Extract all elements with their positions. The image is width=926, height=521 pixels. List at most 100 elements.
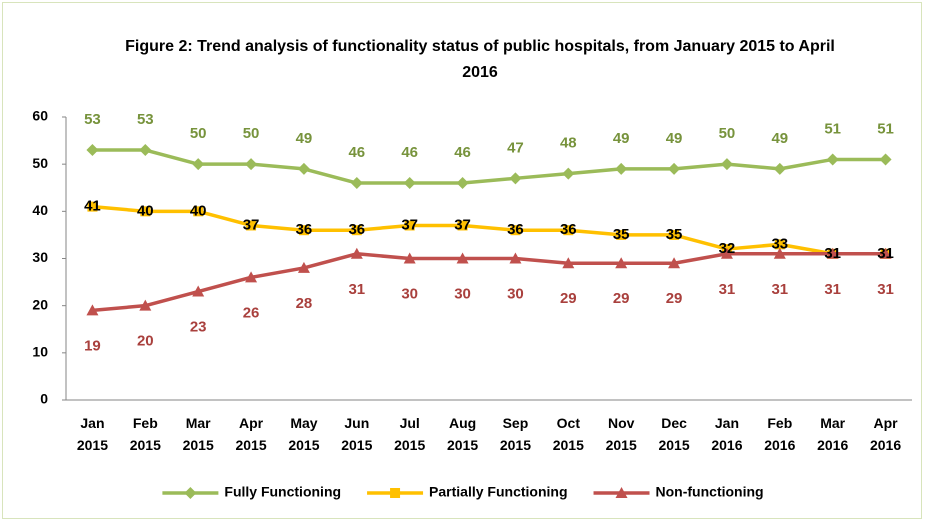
data-label: 31 bbox=[719, 281, 736, 298]
marker bbox=[87, 201, 98, 212]
x-tick-label: Jun 2015 bbox=[341, 415, 373, 453]
data-label: 46 bbox=[401, 144, 418, 161]
marker bbox=[720, 247, 733, 259]
legend-item: Fully Functioning bbox=[162, 484, 341, 500]
marker bbox=[456, 252, 469, 264]
marker bbox=[298, 225, 309, 236]
marker bbox=[403, 177, 416, 190]
marker bbox=[668, 257, 681, 269]
marker bbox=[140, 206, 151, 217]
legend-label: Partially Functioning bbox=[429, 484, 567, 500]
data-label: 50 bbox=[243, 125, 260, 142]
y-tick-label: 20 bbox=[32, 296, 48, 312]
data-label: 37 bbox=[401, 216, 418, 233]
x-tick-label: Aug 2015 bbox=[446, 415, 479, 453]
data-label: 31 bbox=[877, 245, 894, 262]
marker bbox=[879, 247, 892, 259]
marker bbox=[403, 252, 416, 264]
legend-label: Fully Functioning bbox=[224, 484, 341, 500]
marker bbox=[773, 162, 786, 175]
data-label: 37 bbox=[243, 216, 260, 233]
data-label: 32 bbox=[719, 240, 736, 257]
marker bbox=[879, 153, 892, 166]
series-line bbox=[92, 252, 886, 313]
data-label: 29 bbox=[560, 290, 577, 307]
data-label: 30 bbox=[401, 285, 418, 302]
data-label: 51 bbox=[824, 120, 841, 137]
data-label: 36 bbox=[348, 221, 365, 238]
data-label: 31 bbox=[348, 281, 365, 298]
marker bbox=[615, 257, 628, 269]
marker bbox=[562, 167, 575, 180]
y-tick-label: 40 bbox=[32, 202, 48, 218]
marker bbox=[350, 177, 363, 190]
marker bbox=[509, 252, 522, 264]
marker bbox=[720, 158, 733, 171]
marker bbox=[245, 271, 258, 283]
data-label: 53 bbox=[137, 111, 154, 128]
data-label: 46 bbox=[348, 144, 365, 161]
x-tick-label: Jan 2016 bbox=[711, 415, 743, 453]
x-tick-label: Apr 2016 bbox=[869, 415, 902, 453]
data-label: 23 bbox=[190, 318, 207, 335]
x-tick-label: Oct 2015 bbox=[552, 415, 584, 453]
data-label: 31 bbox=[771, 281, 788, 298]
data-label: 50 bbox=[719, 125, 736, 142]
marker bbox=[139, 299, 152, 311]
marker bbox=[563, 225, 574, 236]
marker bbox=[509, 172, 522, 185]
chart-title: Figure 2: Trend analysis of functionalit… bbox=[125, 38, 835, 81]
data-label: 50 bbox=[190, 125, 207, 142]
data-label: 53 bbox=[84, 111, 101, 128]
data-label: 29 bbox=[666, 290, 683, 307]
data-label: 20 bbox=[137, 333, 154, 350]
marker bbox=[456, 177, 469, 190]
data-label: 36 bbox=[507, 221, 524, 238]
data-label: 28 bbox=[296, 295, 313, 312]
y-tick-label: 10 bbox=[32, 344, 48, 360]
x-tick-label: Feb 2016 bbox=[764, 415, 796, 453]
data-label: 29 bbox=[613, 290, 630, 307]
y-tick-label: 0 bbox=[40, 391, 48, 407]
data-label: 49 bbox=[666, 130, 683, 147]
marker bbox=[192, 285, 205, 297]
data-label: 36 bbox=[560, 221, 577, 238]
data-label: 48 bbox=[560, 135, 577, 152]
x-tick-label: May 2015 bbox=[288, 415, 320, 453]
marker bbox=[616, 229, 627, 240]
legend-label: Non-functioning bbox=[656, 484, 764, 500]
x-tick-label: Jan 2015 bbox=[76, 415, 109, 453]
data-label: 49 bbox=[296, 130, 313, 147]
x-tick-label: Apr 2015 bbox=[235, 415, 267, 453]
legend-marker bbox=[390, 488, 401, 498]
data-label: 31 bbox=[824, 281, 841, 298]
data-label: 19 bbox=[84, 337, 101, 354]
data-label: 35 bbox=[666, 226, 683, 243]
marker bbox=[826, 153, 839, 166]
data-label: 35 bbox=[613, 226, 630, 243]
marker bbox=[562, 257, 575, 269]
marker bbox=[774, 239, 785, 250]
data-label: 41 bbox=[84, 198, 101, 215]
marker bbox=[86, 304, 99, 316]
marker bbox=[192, 158, 205, 171]
data-label: 26 bbox=[243, 304, 260, 321]
x-tick-label: Feb 2015 bbox=[129, 415, 161, 453]
x-tick-label: Dec 2015 bbox=[658, 415, 690, 453]
marker bbox=[139, 144, 152, 157]
marker bbox=[826, 247, 839, 259]
marker bbox=[193, 206, 204, 217]
data-label: 36 bbox=[296, 221, 313, 238]
marker bbox=[350, 247, 363, 259]
data-label: 37 bbox=[454, 216, 471, 233]
legend-item: Partially Functioning bbox=[367, 484, 568, 500]
marker bbox=[86, 144, 99, 157]
data-label: 31 bbox=[824, 245, 841, 262]
marker bbox=[669, 229, 680, 240]
data-label: 51 bbox=[877, 120, 894, 137]
y-tick-label: 30 bbox=[32, 249, 48, 265]
marker bbox=[457, 220, 468, 231]
